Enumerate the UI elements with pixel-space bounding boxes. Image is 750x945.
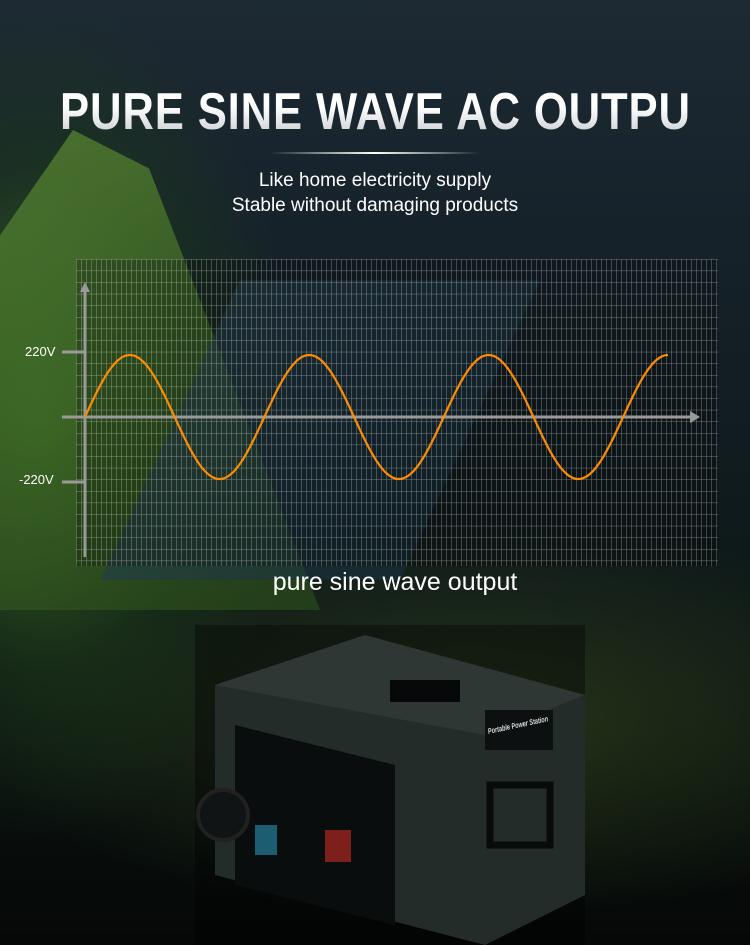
- page-title: PURE SINE WAVE AC OUTPUT: [60, 83, 719, 141]
- chart-axes: [62, 282, 700, 557]
- title-divider: [270, 152, 480, 154]
- chart-caption: pure sine wave output: [272, 568, 518, 596]
- y-axis-arrow: [80, 282, 90, 292]
- x-axis-arrow: [690, 411, 700, 423]
- sine-wave-line: [84, 353, 669, 481]
- sine-wave-chart: [62, 259, 718, 566]
- subtitle-line-1: Like home electricity supply: [258, 170, 492, 191]
- y-tick-220v: 220V: [25, 344, 56, 359]
- power-station-image: [195, 625, 585, 945]
- y-tick-minus-220v: -220V: [19, 472, 54, 487]
- chart-grid: [76, 259, 718, 566]
- subtitle-line-2: Stable without damaging products: [231, 195, 519, 216]
